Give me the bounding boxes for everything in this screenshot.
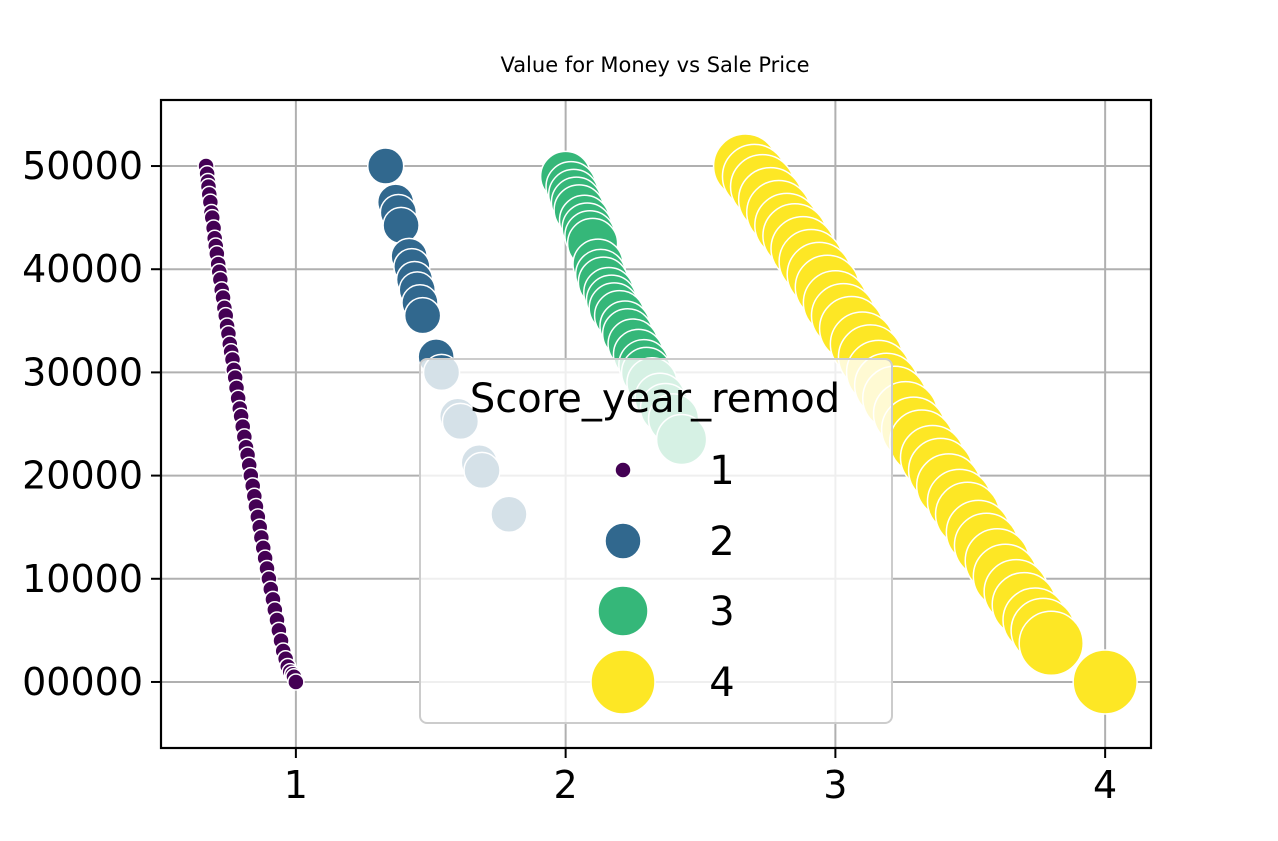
series-4-point: [1018, 610, 1084, 677]
x-tick-label: 2: [554, 763, 578, 807]
plot-frame: [159, 98, 1153, 750]
legend-label-2: 2: [709, 519, 734, 565]
axis-ticks: 1 2 3 4 00000 10000 20000 30000 40000 50000: [22, 144, 1117, 807]
series-2-point: [382, 206, 420, 245]
legend-marker-2: [604, 522, 642, 560]
series-4-point: [1072, 649, 1138, 715]
y-tick-label: 50000: [22, 144, 143, 188]
y-tick-label: 00000: [22, 660, 143, 704]
series-1-point: [287, 673, 305, 691]
legend: Score_year_remod 1 2 3 4: [419, 358, 893, 724]
legend-marker-1: [614, 461, 632, 479]
legend-title: Score_year_remod: [470, 376, 840, 422]
legend-marker-3: [597, 585, 649, 637]
legend-label-1: 1: [709, 448, 734, 494]
legend-marker-4: [590, 649, 656, 715]
chart-title: Value for Money vs Sale Price: [500, 53, 809, 77]
legend-box: [419, 358, 893, 724]
y-tick-label: 40000: [22, 247, 143, 291]
y-tick-label: 30000: [22, 350, 143, 394]
x-tick-label: 3: [823, 763, 847, 807]
y-tick-label: 10000: [22, 557, 143, 601]
series-2-point: [366, 147, 405, 185]
series-2-point: [403, 296, 442, 335]
legend-label-3: 3: [709, 589, 734, 635]
x-tick-label: 4: [1093, 763, 1117, 807]
y-tick-label: 20000: [22, 454, 143, 498]
legend-label-4: 4: [709, 660, 734, 706]
x-tick-label: 1: [284, 763, 308, 807]
